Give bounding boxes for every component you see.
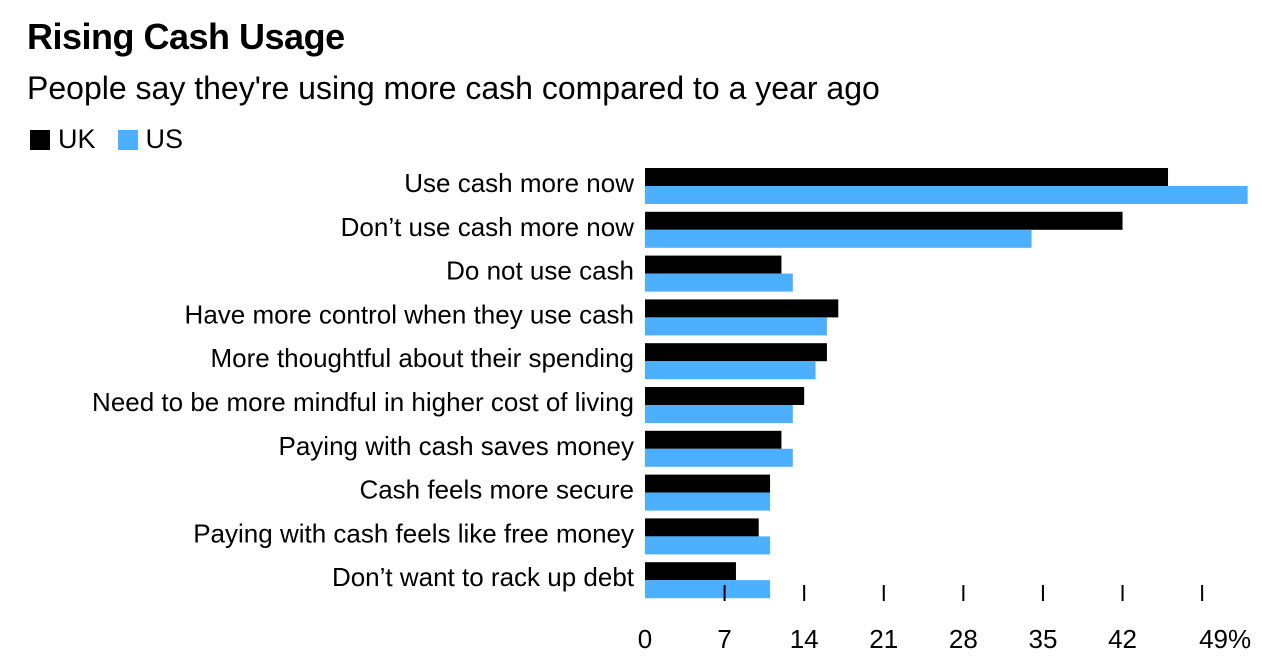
bar-uk <box>645 430 782 449</box>
category-label: Don’t use cash more now <box>341 212 635 242</box>
bar-us <box>645 405 793 423</box>
category-label: Don’t want to rack up debt <box>332 562 635 592</box>
bar-us <box>645 492 771 511</box>
bar-uk <box>645 211 1123 230</box>
x-tick-label: 42 <box>1108 624 1137 654</box>
bar-us <box>645 186 1248 204</box>
bar-uk <box>645 168 1169 186</box>
bar-uk <box>645 518 759 537</box>
legend-item-us: US <box>117 124 184 155</box>
legend-item-uk: UK <box>30 124 96 155</box>
category-label: Cash feels more secure <box>359 475 634 505</box>
x-tick-label: 35 <box>1028 624 1057 654</box>
category-label: More thoughtful about their spending <box>210 343 634 373</box>
bar-us <box>645 580 771 599</box>
bar-uk <box>645 299 839 318</box>
bar-us <box>645 361 816 380</box>
x-tick-label: 7 <box>717 624 731 654</box>
bar-us <box>645 229 1032 248</box>
chart-title: Rising Cash Usage <box>27 16 345 57</box>
legend-swatch-uk <box>30 129 50 150</box>
x-tick-label: 49% <box>1199 624 1251 654</box>
bar-uk <box>645 474 771 493</box>
category-label: Have more control when they use cash <box>185 299 634 329</box>
bar-us <box>645 536 771 555</box>
bar-uk <box>645 343 827 362</box>
x-tick-label: 21 <box>869 624 898 654</box>
bar-uk <box>645 387 805 405</box>
category-label: Do not use cash <box>446 256 634 286</box>
category-label: Need to be more mindful in higher cost o… <box>92 387 634 417</box>
legend-swatch-us <box>117 129 138 150</box>
bar-us <box>645 273 793 292</box>
legend-label-uk: UK <box>58 124 96 154</box>
chart-subtitle: People say they're using more cash compa… <box>27 70 880 106</box>
category-label: Use cash more now <box>404 168 634 198</box>
x-tick-label: 0 <box>638 624 652 654</box>
category-label: Paying with cash saves money <box>278 431 634 461</box>
bar-uk <box>645 562 736 581</box>
x-tick-label: 14 <box>790 624 819 654</box>
category-label: Paying with cash feels like free money <box>193 518 634 548</box>
bar-us <box>645 448 793 467</box>
bar-uk <box>645 255 782 274</box>
x-tick-label: 28 <box>949 624 978 654</box>
bar-us <box>645 317 827 336</box>
legend-label-us: US <box>145 124 184 154</box>
legend: UK US <box>30 124 205 155</box>
